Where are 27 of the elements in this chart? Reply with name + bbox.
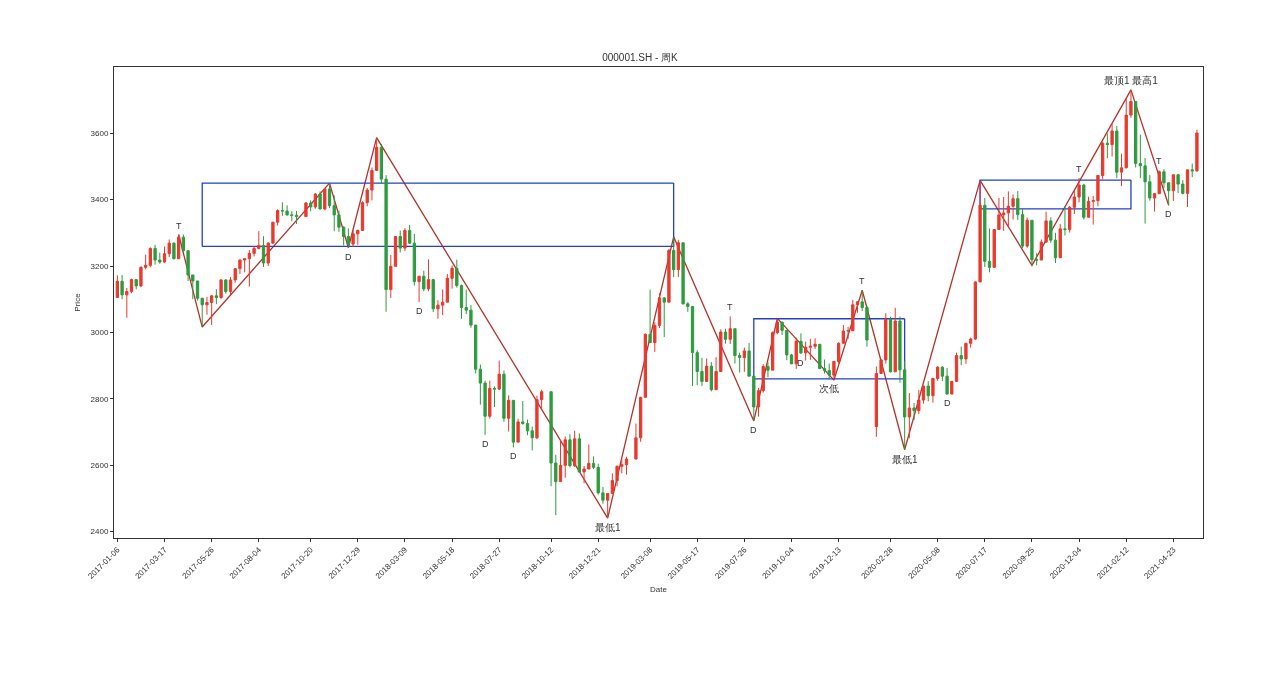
- x-axis-title: Date: [650, 584, 668, 594]
- annotation: T: [176, 221, 182, 231]
- annotation: 次低: [819, 383, 839, 394]
- y-tick-label: 2600: [90, 460, 109, 470]
- annotation: 最顶1 最高1: [1104, 75, 1159, 86]
- annotation: T: [859, 276, 865, 286]
- y-tick-label: 3200: [90, 261, 109, 271]
- annotation: T: [1156, 156, 1162, 166]
- y-tick-label: 3600: [90, 129, 109, 139]
- y-tick-label: 2800: [90, 394, 109, 404]
- annotation: 最低1: [892, 454, 918, 465]
- annotation: D: [797, 358, 804, 368]
- annotation: D: [345, 252, 352, 262]
- y-tick-label: 3400: [90, 195, 109, 205]
- y-axis-title: Price: [73, 292, 83, 312]
- annotation: 最低1: [595, 522, 621, 533]
- annotation: D: [482, 439, 489, 449]
- y-tick-label: 3000: [90, 328, 109, 338]
- annotation: D: [510, 451, 517, 461]
- annotation: T: [727, 302, 733, 312]
- annotation: D: [416, 306, 423, 316]
- y-tick-label: 2400: [90, 527, 109, 537]
- chart-title: 000001.SH - 周K: [602, 51, 679, 63]
- annotation: D: [944, 398, 951, 408]
- annotation: D: [1165, 209, 1172, 219]
- annotation: D: [750, 425, 757, 435]
- annotation: T: [1076, 164, 1082, 174]
